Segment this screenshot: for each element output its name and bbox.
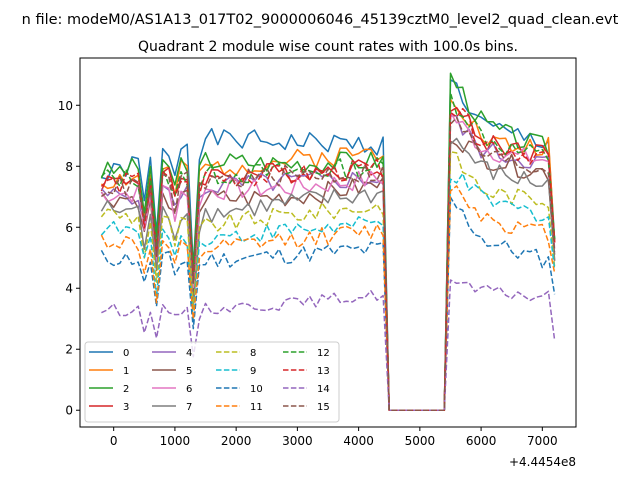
series-line-15 xyxy=(100,116,556,411)
legend-label-5: 5 xyxy=(186,366,192,377)
x-tick-label: 5000 xyxy=(405,434,436,448)
legend-frame xyxy=(84,341,340,423)
legend-label-9: 9 xyxy=(250,366,256,377)
y-tick-label: 10 xyxy=(58,99,73,113)
legend-label-4: 4 xyxy=(186,348,192,359)
legend-label-6: 6 xyxy=(186,384,192,395)
series-line-0 xyxy=(101,79,556,411)
legend-label-0: 0 xyxy=(123,348,129,359)
series-line-1 xyxy=(100,98,556,411)
series-line-11 xyxy=(100,185,556,411)
legend-label-3: 3 xyxy=(123,402,129,413)
legend-label-13: 13 xyxy=(317,366,330,377)
series-line-7 xyxy=(100,137,556,411)
legend-label-14: 14 xyxy=(317,384,330,395)
x-tick-label: 7000 xyxy=(527,434,558,448)
legend-label-10: 10 xyxy=(250,384,263,395)
y-tick-label: 0 xyxy=(65,404,73,418)
x-tick-label: 2000 xyxy=(221,434,252,448)
x-tick-label: 6000 xyxy=(466,434,497,448)
x-axis-ticks: 0 1000 2000 3000 4000 5000 6000 7000 xyxy=(110,427,558,448)
y-tick-label: 6 xyxy=(65,221,73,235)
legend-label-12: 12 xyxy=(317,348,330,359)
x-tick-label: 0 xyxy=(110,434,118,448)
series-line-10 xyxy=(100,196,556,411)
legend-label-1: 1 xyxy=(123,366,129,377)
series-layer xyxy=(100,72,556,411)
chart-title: Quadrant 2 module wise count rates with … xyxy=(138,39,518,55)
legend-label-7: 7 xyxy=(186,402,192,413)
y-tick-label: 4 xyxy=(65,282,73,296)
series-line-8 xyxy=(100,151,556,411)
x-tick-label: 1000 xyxy=(160,434,191,448)
series-line-9 xyxy=(100,172,556,411)
legend-label-8: 8 xyxy=(250,348,256,359)
x-axis-offset-label: +4.4454e8 xyxy=(509,455,576,469)
legend-label-15: 15 xyxy=(317,402,330,413)
y-tick-label: 2 xyxy=(65,343,73,357)
y-axis-ticks: 0 2 4 6 8 10 xyxy=(58,99,80,418)
legend-label-2: 2 xyxy=(123,384,129,395)
figure-suptitle: n file: modeM0/AS1A13_017T02_9000006046_… xyxy=(22,12,619,28)
x-tick-label: 3000 xyxy=(282,434,313,448)
y-tick-label: 8 xyxy=(65,160,73,174)
series-line-2 xyxy=(100,72,556,411)
axes-frame xyxy=(79,57,577,428)
series-line-13 xyxy=(100,107,556,411)
legend-label-11: 11 xyxy=(250,402,263,413)
series-line-5 xyxy=(100,140,556,411)
x-tick-label: 4000 xyxy=(343,434,374,448)
series-line-14 xyxy=(101,279,556,411)
